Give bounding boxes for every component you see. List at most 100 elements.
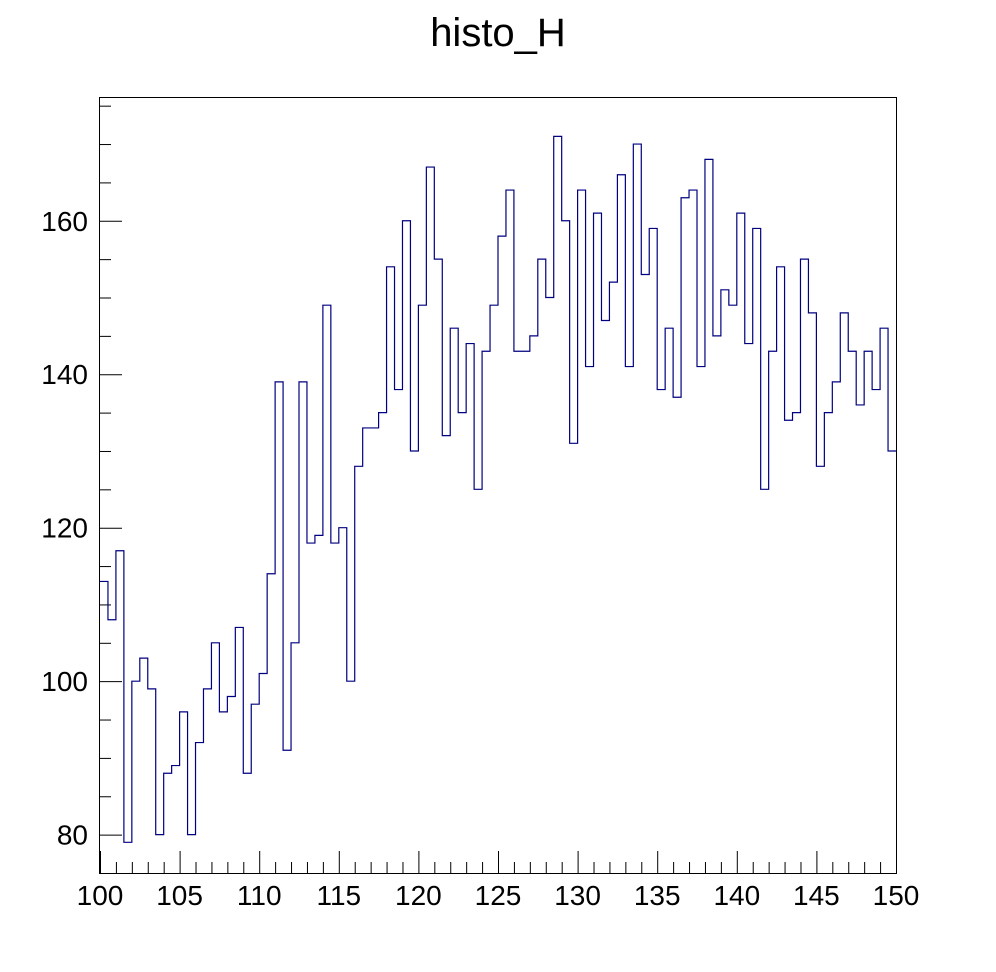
histogram-bin	[657, 390, 665, 873]
histogram-bin	[546, 298, 554, 873]
histogram-bin	[888, 451, 896, 873]
histogram-bin	[283, 750, 291, 873]
histogram-bin	[697, 367, 705, 873]
histogram-bin	[482, 351, 490, 873]
histogram-bin	[466, 344, 474, 873]
histogram-bin	[729, 305, 737, 873]
histogram-bin	[793, 413, 801, 873]
histogram-bin	[434, 259, 442, 873]
histogram-bin	[180, 712, 188, 873]
histogram-bin	[538, 259, 546, 873]
histogram-bin	[371, 428, 379, 873]
histogram-bin	[299, 382, 307, 873]
histogram-bin	[418, 305, 426, 873]
histogram-bin	[450, 328, 458, 873]
histogram-bin	[594, 213, 602, 873]
histogram-bin	[824, 413, 832, 873]
histogram-bin	[379, 413, 387, 873]
histogram-bin	[275, 382, 283, 873]
histogram-bin	[219, 712, 227, 873]
histogram-bin	[785, 420, 793, 873]
histogram-bin	[315, 535, 323, 873]
histogram-bin	[426, 167, 434, 873]
histogram-bin	[291, 643, 299, 873]
histogram-bin	[800, 259, 808, 873]
histogram-bin	[108, 620, 116, 873]
histogram-outline	[100, 135, 896, 843]
x-tick-label: 125	[475, 880, 522, 911]
histogram-bin	[673, 397, 681, 873]
histogram-bin	[235, 627, 243, 873]
histogram-bin	[617, 175, 625, 873]
histogram-bin	[816, 466, 824, 873]
histogram-bin	[808, 313, 816, 873]
histogram-bin	[872, 390, 880, 873]
histogram-bin	[832, 382, 840, 873]
histogram-bin	[267, 574, 275, 873]
histogram-bin	[586, 367, 594, 873]
histogram-bin	[601, 321, 609, 873]
histogram-bin	[570, 443, 578, 873]
histogram-bin	[761, 489, 769, 873]
histogram-bin	[339, 528, 347, 873]
histogram-bin	[363, 428, 371, 873]
histogram-bin	[665, 328, 673, 873]
histogram-bin	[172, 766, 180, 873]
histogram-bin	[705, 159, 713, 873]
x-tick-label: 120	[395, 880, 442, 911]
histogram-bin	[116, 551, 124, 873]
histogram-bin	[745, 344, 753, 873]
histogram-bin	[395, 390, 403, 873]
histogram-bin	[713, 336, 721, 873]
histogram-bin	[347, 681, 355, 873]
histogram-bin	[769, 351, 777, 873]
axes: 100 105 110 115 120 125 130 135 140 145 150 80 100 12…	[41, 105, 919, 911]
x-tick-label: 100	[77, 880, 124, 911]
histogram-bin	[227, 697, 235, 873]
histogram-bin	[203, 689, 211, 873]
y-tick-label: 140	[41, 359, 88, 390]
histogram-bin	[132, 681, 140, 873]
histogram-bin	[506, 190, 514, 873]
histogram-bin	[442, 436, 450, 873]
x-tick-label: 140	[713, 880, 760, 911]
histogram-bin	[777, 267, 785, 873]
histogram-bin	[323, 305, 331, 873]
histogram-bin	[156, 835, 164, 873]
histogram-bin	[554, 136, 562, 873]
histogram-bin	[562, 221, 570, 873]
histogram-bin	[100, 581, 108, 873]
x-tick-label: 135	[634, 880, 681, 911]
histogram-bin	[355, 466, 363, 873]
histogram-bin	[625, 367, 633, 873]
histogram-bin	[530, 336, 538, 873]
histogram-bin	[498, 236, 506, 873]
y-tick-label: 120	[41, 513, 88, 544]
histogram-bin	[140, 658, 148, 873]
histogram-bin	[490, 305, 498, 873]
histogram-bin	[164, 773, 172, 873]
histogram-bin	[848, 351, 856, 873]
histogram-bins	[100, 136, 896, 873]
histogram-bin	[307, 543, 315, 873]
histogram-bin	[641, 274, 649, 873]
histogram-bin	[188, 835, 196, 873]
histogram-bin	[148, 689, 156, 873]
x-tick-label: 145	[793, 880, 840, 911]
histogram-bin	[840, 313, 848, 873]
histogram-bin	[753, 228, 761, 873]
histogram-bin	[737, 213, 745, 873]
histogram-bin	[124, 842, 132, 873]
plot-frame	[99, 97, 897, 874]
histogram-bin	[721, 290, 729, 873]
histogram-bin	[474, 489, 482, 873]
x-tick-label: 115	[316, 880, 361, 911]
histogram-bin	[259, 673, 267, 873]
histogram-bin	[633, 144, 641, 873]
histogram-bin	[578, 190, 586, 873]
y-tick-label: 100	[41, 666, 88, 697]
histogram-bin	[856, 405, 864, 873]
histogram-bin	[251, 704, 259, 873]
histogram-bin	[402, 221, 410, 873]
